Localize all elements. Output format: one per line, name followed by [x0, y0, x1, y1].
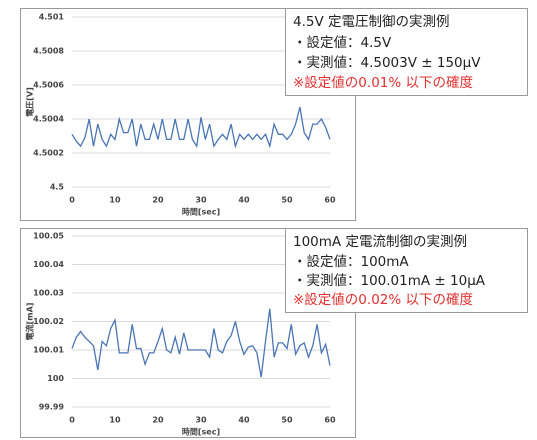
x-tick-label: 40 [238, 416, 250, 425]
data-line [71, 106, 331, 149]
y-axis-label: 電流[mA] [25, 303, 35, 341]
y-axis-label: 電圧[V] [25, 87, 35, 117]
x-tick-label: 0 [69, 416, 75, 425]
x-tick-label: 60 [324, 416, 336, 425]
data-line [71, 308, 331, 378]
x-tick-label: 40 [238, 196, 250, 205]
x-tick-label: 10 [109, 416, 121, 425]
x-tick-label: 30 [195, 416, 207, 425]
x-tick-label: 10 [109, 196, 121, 205]
x-tick-label: 30 [195, 196, 207, 205]
y-tick-label: 100.05 [33, 232, 64, 241]
x-tick-label: 0 [69, 196, 75, 205]
annotation-text: ・設定値：4.5V [293, 35, 392, 51]
x-axis-label: 時間[sec] [182, 427, 220, 437]
x-axis-label: 時間[sec] [182, 207, 220, 217]
annotation-box [285, 228, 528, 313]
annotation-box [285, 8, 528, 96]
y-tick-label: 100.02 [33, 317, 64, 326]
y-tick-label: 100.04 [33, 260, 64, 269]
annotation-text: ・実測値：4.5003V ± 150μV [293, 55, 481, 71]
annotation-text: ・実測値：100.01mA ± 10μA [293, 273, 486, 289]
annotation-text: ※設定値の0.01% 以下の確度 [293, 75, 473, 91]
annotation-text: ※設定値の0.02% 以下の確度 [293, 292, 473, 308]
y-tick-label: 4.5 [50, 183, 65, 192]
x-tick-label: 60 [324, 196, 336, 205]
y-tick-label: 4.501 [39, 13, 65, 22]
y-tick-label: 4.5002 [33, 149, 64, 158]
annotation-text: 100mA 定電流制御の実測例 [293, 234, 467, 250]
x-tick-label: 20 [152, 196, 164, 205]
annotation-text: 4.5V 定電圧制御の実測例 [293, 14, 450, 30]
y-tick-label: 100.01 [33, 346, 64, 355]
y-tick-label: 4.5004 [33, 115, 64, 124]
y-tick-label: 100 [47, 374, 64, 383]
annotation-text: ・設定値：100mA [293, 254, 409, 270]
x-tick-label: 50 [281, 416, 293, 425]
x-tick-label: 20 [152, 416, 164, 425]
y-tick-label: 4.5006 [33, 81, 64, 90]
y-tick-label: 4.5008 [33, 47, 64, 56]
y-tick-label: 100.03 [33, 289, 64, 298]
y-tick-label: 99.99 [39, 403, 65, 412]
x-tick-label: 50 [281, 196, 293, 205]
